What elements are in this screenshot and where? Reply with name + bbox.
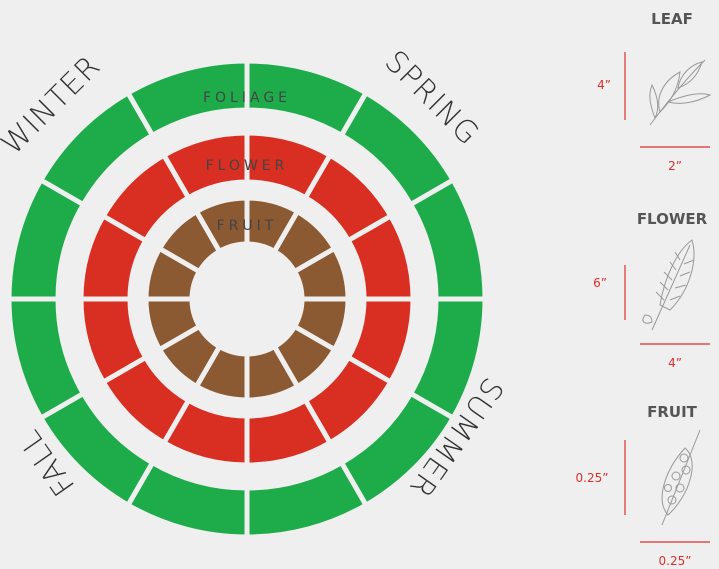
ring-label: FRUIT — [217, 218, 278, 234]
specimen-title: LEAF — [651, 10, 693, 28]
height-label: 0.25” — [576, 471, 609, 485]
width-label: 4” — [668, 356, 682, 370]
flower-segment — [160, 130, 250, 202]
foliage-segment — [124, 58, 250, 139]
ring-label: FOLIAGE — [203, 90, 291, 106]
fruit-sketch — [661, 429, 701, 526]
flower-sketch — [642, 239, 695, 331]
width-label: 2” — [668, 159, 682, 173]
height-label: 4” — [597, 78, 611, 92]
wheel — [6, 58, 488, 540]
leaf-sketch — [649, 59, 712, 126]
height-label: 6” — [593, 276, 607, 290]
ring-label: FLOWER — [206, 158, 289, 174]
width-label: 0.25” — [659, 554, 692, 568]
fruit-segment — [193, 195, 250, 255]
specimen-title: FRUIT — [647, 403, 698, 421]
specimen-title: FLOWER — [637, 210, 708, 228]
